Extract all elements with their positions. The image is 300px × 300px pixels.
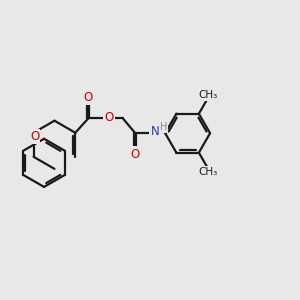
Text: CH₃: CH₃ (199, 90, 218, 100)
Text: O: O (30, 130, 39, 143)
Text: CH₃: CH₃ (199, 167, 218, 177)
Text: N: N (151, 125, 159, 138)
Text: H: H (160, 122, 167, 132)
Text: O: O (104, 111, 114, 124)
Text: O: O (131, 148, 140, 160)
Text: O: O (84, 91, 93, 104)
